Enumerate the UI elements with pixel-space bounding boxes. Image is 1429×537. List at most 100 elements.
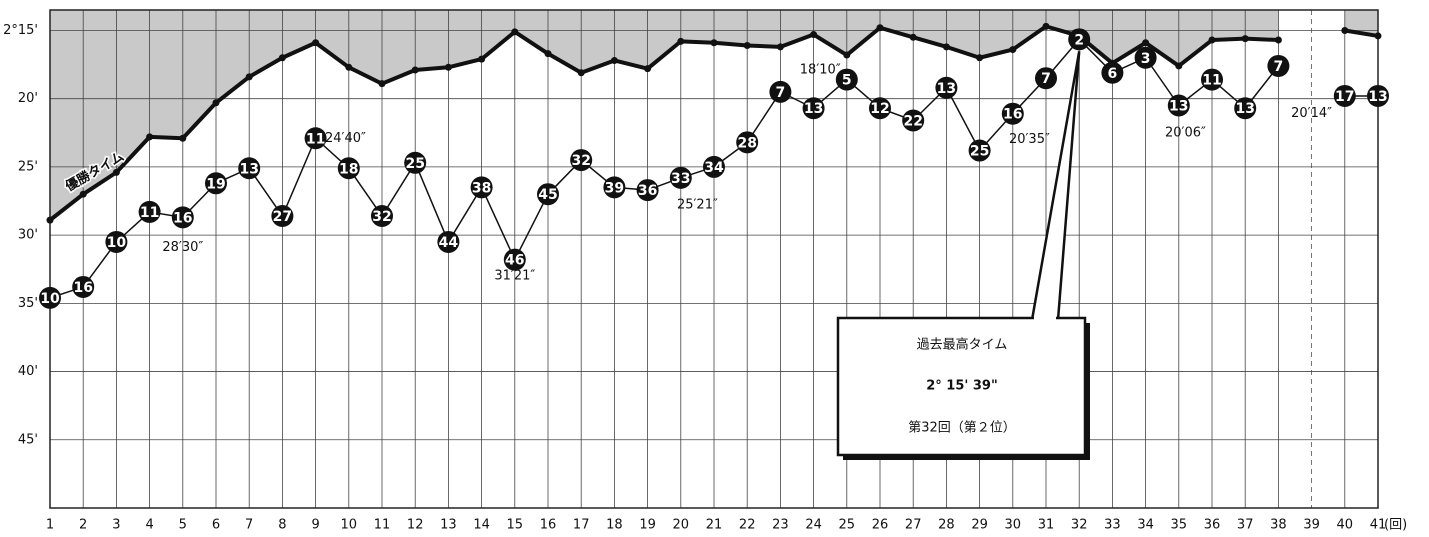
x-tick-label: 1 [46, 518, 54, 533]
x-tick-label: 5 [179, 518, 187, 533]
y-tick-label: 30' [18, 228, 38, 243]
rank-label: 5 [842, 73, 852, 89]
winning-point [1208, 36, 1216, 44]
annotation: 25′21″ [677, 198, 718, 213]
x-tick-label: 33 [1104, 518, 1121, 533]
rank-label: 32 [372, 209, 391, 225]
rank-marker: 10 [105, 230, 128, 253]
winning-point [511, 28, 519, 36]
rank-label: 7 [776, 85, 786, 101]
rank-label: 17 [1335, 89, 1354, 105]
annotation: 28′30″ [162, 240, 203, 255]
winning-point [610, 56, 618, 64]
x-tick-label: 41 [1370, 518, 1387, 533]
annotation: 24′40″ [325, 131, 366, 146]
team-point [39, 286, 61, 309]
x-tick-label: 26 [872, 518, 889, 533]
winning-point [1241, 35, 1249, 43]
x-tick-label: 10 [341, 518, 358, 533]
rank-label: 32 [571, 153, 590, 169]
winning-point [976, 54, 984, 62]
rank-marker: 10 [39, 286, 61, 309]
rank-label: 13 [1368, 89, 1387, 105]
rank-marker: 22 [902, 109, 925, 132]
rank-marker: 3 [1134, 46, 1157, 69]
rank-marker: 7 [769, 80, 792, 103]
y-tick-label: 2°15' [3, 23, 38, 38]
team-point [72, 275, 95, 298]
winning-point [1175, 62, 1183, 70]
winning-point [942, 43, 950, 51]
team-point [470, 176, 493, 199]
rank-label: 6 [1108, 66, 1118, 82]
rank-marker: 25 [968, 139, 991, 162]
team-point [1201, 68, 1223, 91]
rank-label: 45 [538, 187, 557, 203]
rank-marker: 32 [371, 205, 393, 228]
team-point [570, 149, 593, 172]
rank-label: 13 [1235, 101, 1254, 117]
x-tick-label: 3 [112, 518, 120, 533]
annotation: 20′06″ [1165, 125, 1206, 140]
rank-marker: 13 [1234, 97, 1257, 120]
x-tick-label: 25 [839, 518, 856, 533]
rank-marker: 36 [636, 179, 659, 202]
rank-marker: 12 [869, 97, 891, 120]
x-tick-label: 6 [212, 518, 220, 533]
x-tick-label: 35 [1171, 518, 1188, 533]
team-point [537, 183, 559, 206]
rank-label: 46 [505, 253, 524, 269]
rank-label: 34 [704, 160, 724, 176]
team-point [238, 157, 261, 180]
winning-point [112, 168, 120, 176]
x-tick-label: 27 [905, 518, 922, 533]
y-tick-label: 25' [18, 159, 38, 174]
team-point [1101, 61, 1124, 84]
team-point [1167, 94, 1190, 117]
x-axis-unit: (回) [1384, 518, 1407, 533]
x-tick-label: 39 [1303, 518, 1320, 533]
team-point [1068, 28, 1091, 51]
team-point [869, 97, 891, 120]
winning-point [179, 134, 187, 142]
rank-marker: 45 [537, 183, 559, 206]
plot-frame [49, 9, 1379, 509]
rank-marker: 33 [669, 166, 692, 189]
winning-line [1344, 28, 1379, 38]
team-point [769, 80, 792, 103]
team-point [968, 139, 991, 162]
x-tick-label: 38 [1270, 518, 1287, 533]
rank-marker: 13 [802, 97, 825, 120]
winning-point [1009, 46, 1017, 54]
winning-point [146, 133, 154, 141]
winning-point [876, 24, 884, 32]
rank-label: 33 [671, 171, 690, 187]
rank-label: 39 [605, 180, 624, 196]
rank-marker: 5 [835, 68, 858, 91]
x-tick-label: 31 [1038, 518, 1055, 533]
x-tick-label: 12 [407, 518, 424, 533]
team-point [337, 157, 360, 180]
rank-marker: 39 [603, 176, 626, 199]
winning-point [411, 66, 419, 74]
rank-label: 13 [937, 81, 956, 97]
team-point [371, 205, 393, 228]
x-tick-label: 28 [938, 518, 955, 533]
winning-point [212, 99, 220, 107]
rank-label: 16 [173, 210, 192, 226]
rank-marker: 38 [470, 176, 493, 199]
callout-title: 過去最高タイム [917, 337, 1008, 353]
team-point [404, 151, 427, 174]
x-tick-label: 4 [145, 518, 153, 533]
winning-point [312, 39, 320, 47]
team-point [304, 127, 327, 150]
callout-value: 2° 15' 39" [926, 379, 998, 394]
rank-marker: 7 [1035, 67, 1057, 90]
rank-marker: 18 [337, 157, 360, 180]
rank-label: 22 [903, 114, 922, 130]
x-tick-label: 20 [673, 518, 690, 533]
x-tick-label: 14 [473, 518, 490, 533]
y-tick-label: 40' [18, 364, 38, 379]
rank-marker: 17 [1333, 84, 1356, 107]
